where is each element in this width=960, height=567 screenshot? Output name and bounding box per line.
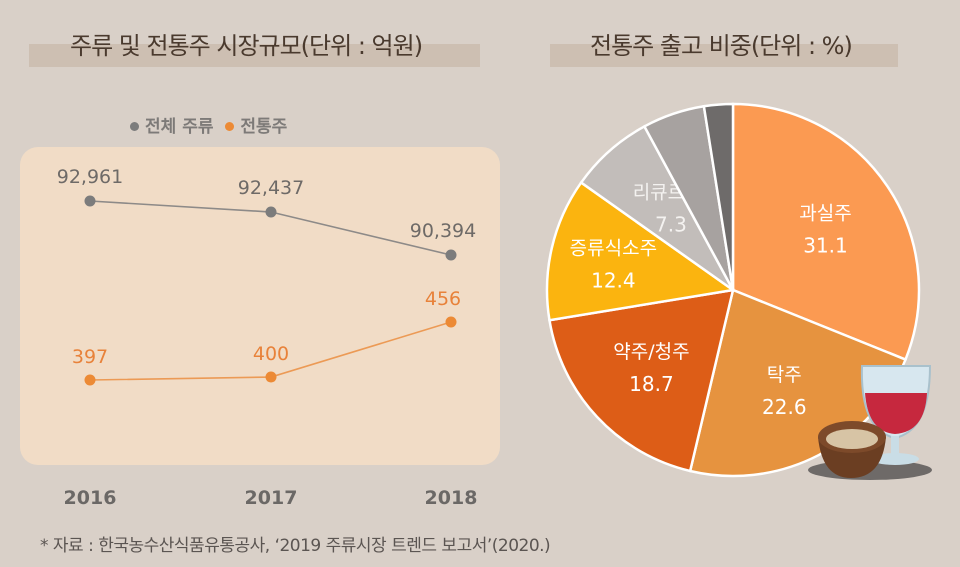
source-note: * 자료 : 한국농수산식품유통공사, ‘2019 주류시장 트렌드 보고서’(… xyxy=(40,536,551,556)
data-point xyxy=(445,249,457,261)
makgeolli-icon xyxy=(826,429,878,449)
line-chart-title: 주류 및 전통주 시장규모(단위 : 억원) xyxy=(70,32,423,60)
data-label: 92,437 xyxy=(238,177,304,199)
wine-icon xyxy=(865,393,927,434)
data-label: 456 xyxy=(425,288,461,310)
pie-slice xyxy=(545,180,737,322)
pie-slice xyxy=(731,102,921,362)
legend-dot-total xyxy=(130,121,139,131)
glass-stem xyxy=(891,436,899,456)
slice-value: 22.6 xyxy=(762,395,807,419)
data-point xyxy=(445,316,457,328)
slice-value: 18.7 xyxy=(629,372,674,396)
data-point xyxy=(265,371,277,383)
x-tick-label: 2017 xyxy=(244,487,298,509)
data-label: 397 xyxy=(72,346,108,368)
line-title-bar xyxy=(29,44,480,67)
slice-label: 증류식소주 xyxy=(570,237,657,259)
data-label: 92,961 xyxy=(57,166,123,188)
data-point xyxy=(265,206,277,218)
glass-base xyxy=(871,453,919,465)
data-label: 400 xyxy=(253,343,289,365)
slice-label: 탁주 xyxy=(767,364,802,386)
legend-label-total: 전체 주류 xyxy=(145,117,214,137)
x-tick-label: 2016 xyxy=(63,487,117,509)
pie-slice xyxy=(702,102,735,291)
slice-value: 7.3 xyxy=(655,213,687,237)
slice-value: 12.4 xyxy=(591,268,636,292)
slice-label: 리큐르 xyxy=(633,182,685,204)
slice-label: 약주/청주 xyxy=(613,341,689,363)
legend-label-traditional: 전통주 xyxy=(240,117,288,137)
line-chart-panel xyxy=(20,147,500,465)
pie-chart-title: 전통주 출고 비중(단위 : %) xyxy=(590,32,853,60)
legend-dot-traditional xyxy=(225,121,235,131)
pie-title-bar xyxy=(550,44,898,67)
slice-value: 31.1 xyxy=(803,234,848,258)
legend: 전체 주류 전통주 xyxy=(130,112,287,137)
data-label: 90,394 xyxy=(410,220,476,242)
pie-slice xyxy=(548,288,735,473)
slice-label: 과실주 xyxy=(799,203,851,225)
data-point xyxy=(84,195,96,207)
data-point xyxy=(84,374,96,386)
x-tick-label: 2018 xyxy=(424,487,478,509)
